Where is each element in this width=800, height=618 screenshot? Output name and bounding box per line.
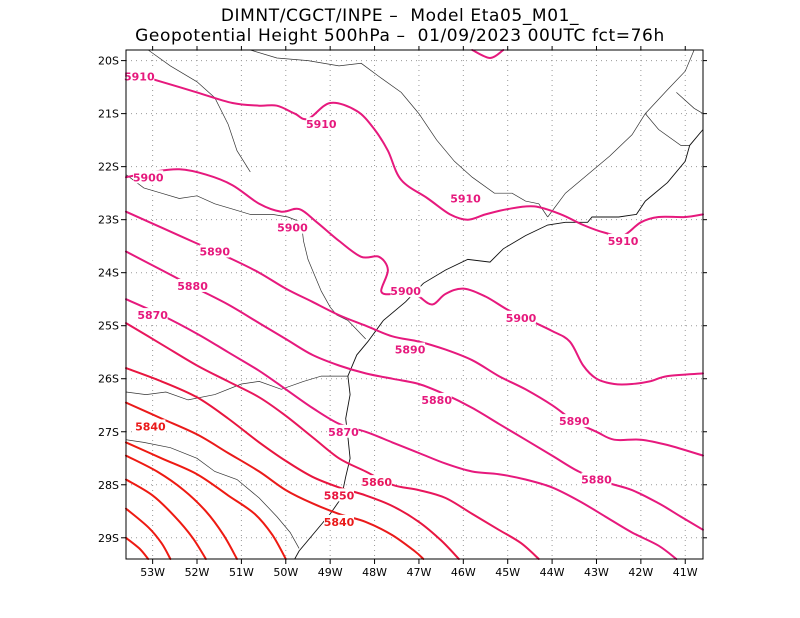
x-tick-label: 43W [584,566,609,579]
contour-label: 5880 [581,473,612,486]
contour-label-bg [421,392,452,406]
contour-label: 5900 [506,312,537,325]
x-tick-label: 45W [495,566,520,579]
x-tick-label: 48W [362,566,387,579]
contour-label: 5880 [177,280,208,293]
contour-label: 5840 [135,420,166,433]
y-tick-label: 20S [98,55,119,68]
contour-5910 [471,49,505,59]
state-border [250,49,548,218]
x-tick-label: 42W [628,566,653,579]
contour-label-bg [450,191,481,205]
x-tick-label: 44W [540,566,565,579]
state-borders [125,49,704,549]
coastline [294,129,704,560]
coastline-segment [294,129,704,560]
y-tick-label: 27S [98,426,119,439]
contour-label: 5910 [124,71,155,84]
map-frame [125,49,704,560]
y-tick-label: 23S [98,214,119,227]
x-tick-label: 46W [451,566,476,579]
contour-label-bg [324,488,355,502]
state-border [547,49,695,218]
y-tick-label: 24S [98,267,119,280]
state-border [147,49,251,173]
contour-label: 5860 [361,476,392,489]
x-tick-label: 49W [318,566,343,579]
x-tick-label: 53W [140,566,165,579]
state-border [676,92,704,114]
contour-label-bg [133,170,164,184]
contour-5860 [125,322,540,560]
state-border [125,439,300,549]
contour-label: 5890 [395,344,426,357]
x-tick-label: 51W [229,566,254,579]
contour-label-bg [124,69,155,83]
contour-label-bg [177,278,208,292]
contour-5880 [125,250,704,531]
contour-label-bg [581,472,612,486]
contour-label-bg [306,117,337,131]
contour-label-bg [559,414,590,428]
x-axis-ticks: 53W 52W 51W 50W 49W 48W 47W 46W 45W 44W 43W 42W 41W [140,46,698,579]
contour-label: 5840 [324,516,355,529]
contour-label: 5850 [324,489,355,502]
state-border [645,113,690,146]
contour-label: 5870 [328,426,359,439]
x-tick-label: 50W [273,566,298,579]
state-border [125,375,348,401]
contour-label-bg [361,475,392,489]
y-tick-label: 25S [98,320,119,333]
contour-5840 [125,401,425,560]
contour-label-bg [608,233,639,247]
chart-title-line2: Geopotential Height 500hPa – 01/09/2023 … [135,26,665,46]
contour-label-bg [277,220,308,234]
contour-5830 [125,441,287,560]
y-tick-label: 28S [98,479,119,492]
contour-5800 [125,507,172,560]
x-tick-label: 47W [407,566,432,579]
contour-5820 [125,454,238,560]
contour-label-bg [135,419,166,433]
state-border [125,174,366,340]
map-grid [126,50,703,559]
contour-5870 [125,298,678,560]
contour-5890 [125,210,704,457]
y-tick-label: 22S [98,161,119,174]
contour-label: 5900 [390,285,421,298]
contour-label-bg [328,424,359,438]
contour-labels: 5910 5910 5910 5910 5900 5900 5900 5900 5890 5890… [124,69,639,529]
y-tick-label: 29S [98,532,119,545]
x-tick-label: 52W [185,566,210,579]
contour-label: 5910 [608,235,639,248]
contour-label: 5890 [199,245,230,258]
contour-label-bg [324,514,355,528]
contour-label: 5910 [450,192,481,205]
contour-label: 5910 [306,118,337,131]
contour-5790 [125,536,150,560]
height-contours [125,49,704,560]
contour-label-bg [506,310,537,324]
contour-label: 5880 [421,394,452,407]
contour-label: 5890 [559,415,590,428]
contour-label: 5900 [277,222,308,235]
contour-label-bg [390,284,421,298]
contour-label: 5870 [137,309,168,322]
chart-title-line1: DIMNT/CGCT/INPE – Model Eta05_M01_ [220,6,580,26]
y-axis-ticks: 20S 21S 22S 23S 24S 25S 26S 27S 28S 29S [98,55,707,545]
x-tick-label: 41W [673,566,698,579]
contour-label-bg [395,342,426,356]
contour-5850 [125,367,460,560]
contour-label-bg [137,308,168,322]
contour-5810 [125,478,207,560]
contour-label-bg [199,244,230,258]
y-tick-label: 26S [98,373,119,386]
contour-label: 5900 [133,171,164,184]
y-tick-label: 21S [98,108,119,121]
